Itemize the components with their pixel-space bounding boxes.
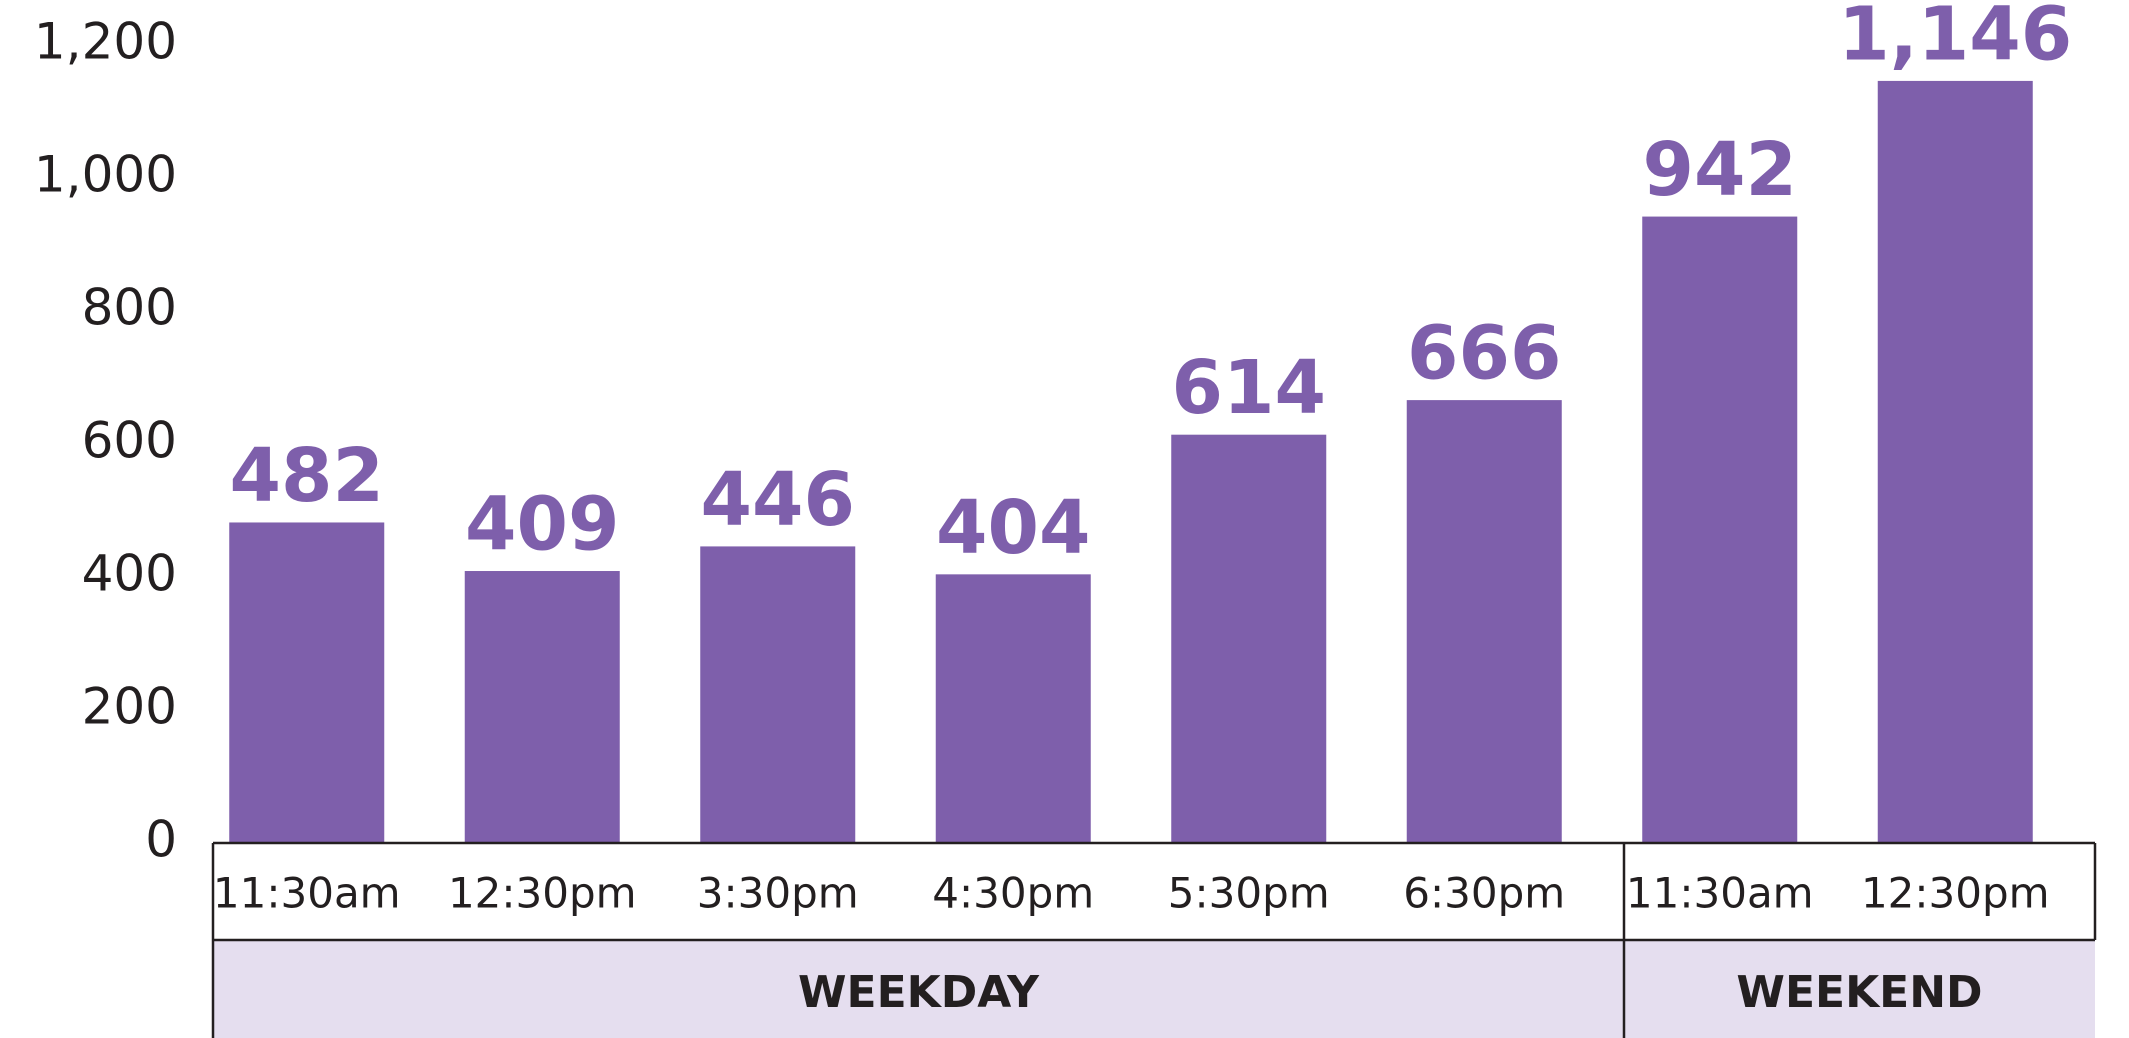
bar — [464, 571, 620, 843]
value-label: 942 — [1643, 127, 1797, 213]
x-tick-label: 5:30pm — [1168, 869, 1330, 918]
value-label: 482 — [230, 433, 384, 519]
y-tick-label: 1,200 — [34, 13, 177, 71]
group-row — [213, 940, 2095, 1038]
x-tick-label: 11:30am — [213, 869, 401, 918]
x-tick-label: 4:30pm — [932, 869, 1094, 918]
value-label: 666 — [1407, 311, 1561, 397]
bar — [935, 574, 1091, 843]
bar — [1171, 434, 1327, 843]
value-label: 446 — [701, 457, 855, 543]
y-tick-label: 1,000 — [34, 146, 177, 204]
y-tick-label: 600 — [82, 412, 177, 470]
y-tick-label: 0 — [145, 811, 177, 869]
bar — [1877, 80, 2033, 843]
bar — [700, 546, 856, 843]
x-tick-label: 3:30pm — [697, 869, 859, 918]
group-label: WEEKEND — [1736, 967, 1982, 1018]
group-label: WEEKDAY — [798, 967, 1040, 1018]
y-tick-label: 400 — [82, 545, 177, 603]
x-tick-label: 6:30pm — [1403, 869, 1565, 918]
bar — [1406, 400, 1562, 843]
bar — [229, 522, 385, 843]
value-label: 404 — [936, 485, 1090, 571]
y-tick-label: 800 — [82, 279, 177, 337]
value-label: 614 — [1172, 345, 1326, 431]
bar — [1642, 216, 1798, 843]
value-label: 1,146 — [1838, 0, 2072, 77]
x-tick-label: 12:30pm — [448, 869, 637, 918]
x-tick-label: 12:30pm — [1861, 869, 2050, 918]
value-label: 409 — [465, 482, 619, 568]
y-tick-label: 200 — [82, 678, 177, 736]
x-tick-label: 11:30am — [1626, 869, 1814, 918]
